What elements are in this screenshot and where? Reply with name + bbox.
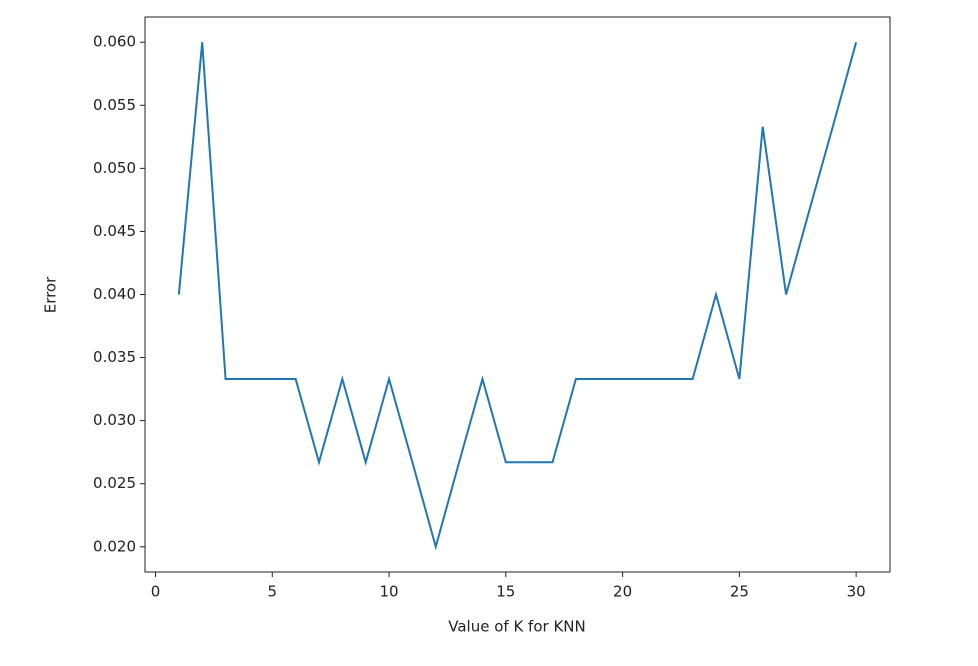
- y-tick-label: 0.035: [93, 348, 136, 366]
- plot-frame: [144, 16, 891, 573]
- y-tick-label: 0.050: [93, 159, 136, 177]
- x-tick-label: 25: [730, 583, 749, 601]
- x-axis-label: Value of K for KNN: [448, 618, 585, 636]
- x-tick-label: 15: [496, 583, 515, 601]
- y-tick-label: 0.060: [93, 33, 136, 51]
- x-tick-label: 20: [613, 583, 632, 601]
- y-tick-label: 0.025: [93, 474, 136, 492]
- x-tick-label: 30: [847, 583, 866, 601]
- data-line: [177, 41, 858, 551]
- x-tick-label: 10: [380, 583, 399, 601]
- x-tick-label: 0: [151, 583, 161, 601]
- x-tick-label: 5: [268, 583, 278, 601]
- y-axis-label: Error: [42, 276, 60, 313]
- y-tick-label: 0.045: [93, 222, 136, 240]
- y-tick-label: 0.030: [93, 411, 136, 429]
- y-tick-label: 0.055: [93, 96, 136, 114]
- y-tick-label: 0.020: [93, 537, 136, 555]
- y-tick-label: 0.040: [93, 285, 136, 303]
